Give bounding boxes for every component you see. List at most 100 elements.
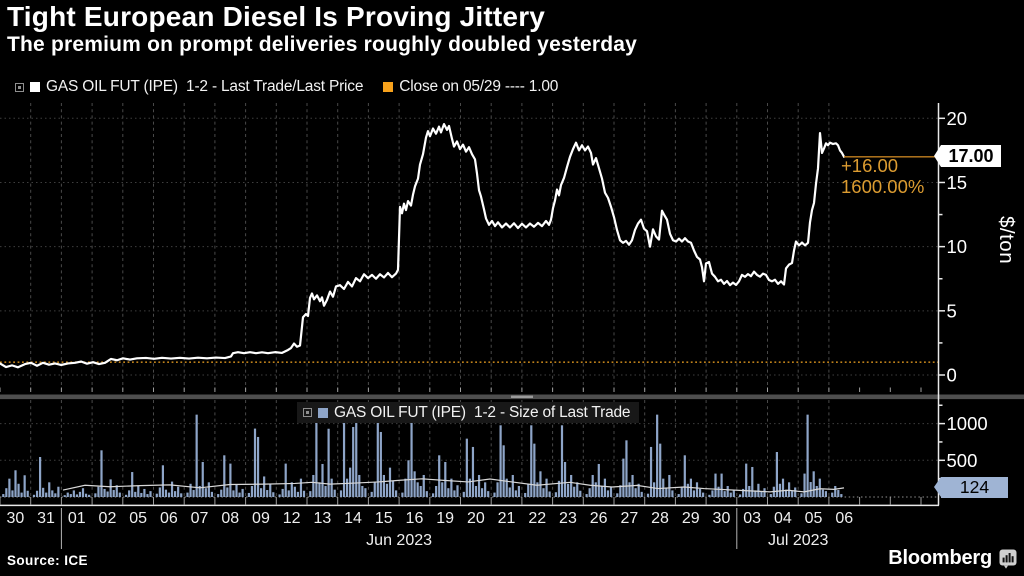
volume-bar [115,485,118,497]
legend-settings-icon[interactable] [303,408,312,417]
volume-average-line [62,478,845,493]
volume-bar [339,490,343,497]
volume-bar [361,485,364,497]
volume-bar [330,478,333,497]
volume-bar [576,482,579,497]
volume-bar [54,493,57,497]
volume-bar [438,455,441,497]
volume-bar [220,489,223,497]
volume-bar [379,431,382,497]
day-label: 03 [743,510,761,527]
volume-bar [106,491,109,497]
price-axis-label: 10 [947,236,968,257]
volume-bar [745,463,748,497]
volume-bar [48,482,51,497]
volume-bar [66,492,69,497]
volume-bar [210,491,213,497]
volume-bar [824,491,827,497]
volume-bar [174,491,177,497]
volume-bar [496,482,499,497]
volume-bar [698,488,702,497]
volume-bar [373,482,376,497]
volume-bar [204,488,207,497]
volume-bar [158,487,161,497]
volume-bar [134,491,137,497]
volume-bar [717,486,720,497]
volume-bar [207,482,210,497]
price-axis-label: 15 [947,172,968,193]
volume-bar [628,482,631,497]
volume-bar [573,486,576,497]
volume-bar [683,455,686,497]
volume-bar [32,494,36,497]
pct-change-value: 1600.00% [841,175,925,197]
volume-bar [69,494,72,497]
day-label: 12 [283,510,301,527]
volume-bar [235,484,238,497]
volume-bar [42,487,45,497]
source-attribution: Source: ICE [7,553,88,568]
volume-bar [536,482,539,497]
main-legend[interactable]: GAS OIL FUT (IPE) 1-2 - Last Trade/Last … [15,77,558,97]
volume-bar [376,405,379,497]
volume-bar [253,428,257,497]
volume-bar [11,490,14,497]
close-series-swatch-icon [383,82,394,92]
volume-bar [677,494,680,497]
volume-bar [57,486,60,497]
volume-bar [401,492,404,497]
volume-bar [653,482,656,497]
volume-bar [760,491,763,497]
price-line [0,122,846,369]
net-change-value: +16.00 [841,155,899,176]
volume-bar [281,488,284,497]
bloomberg-chart-icon [999,549,1017,569]
volume-bar [435,485,438,497]
volume-bar [186,492,189,497]
page-subtitle: The premium on prompt deliveries roughly… [7,33,638,56]
volume-bar [410,421,413,497]
volume-bar [296,491,299,497]
volume-bar [450,478,453,497]
volume-bar [100,450,103,497]
volume-bar [84,493,88,497]
volume-legend[interactable]: GAS OIL FUT (IPE) 1-2 - Size of Last Tra… [297,402,640,423]
volume-bar [72,490,75,497]
volume-bar [315,415,318,497]
volume-bar [432,493,435,497]
volume-bar [407,460,410,497]
volume-bar [511,474,514,497]
volume-bar [177,486,180,497]
day-label: 02 [99,510,117,527]
volume-bar [668,474,671,497]
volume-bar [649,446,653,497]
day-label: 06 [160,510,178,527]
volume-bar [302,490,306,497]
volume-bar [125,494,128,497]
volume-bar [640,491,643,497]
volume-bar [539,471,542,497]
volume-bar [751,466,754,497]
volume-bar [499,425,502,497]
volume-bar [250,485,254,497]
volume-bar [155,493,158,497]
volume-bar [263,476,266,497]
volume-bar [815,485,818,497]
volume-bar [686,483,689,497]
volume-bar [352,426,355,497]
volume-bar [656,414,659,497]
volume-bar [769,494,772,497]
volume-bar [78,491,82,497]
volume-bar [149,491,152,497]
volume-bar [327,428,330,497]
legend-settings-icon[interactable] [15,82,24,92]
day-label: 29 [682,510,700,527]
price-axis-label: 20 [947,108,968,129]
volume-bar [474,485,478,497]
volume-bar [164,489,168,497]
panel-drag-handle[interactable] [511,395,533,398]
day-label: 06 [835,510,853,527]
volume-bar [579,490,582,497]
volume-bar [834,485,837,497]
